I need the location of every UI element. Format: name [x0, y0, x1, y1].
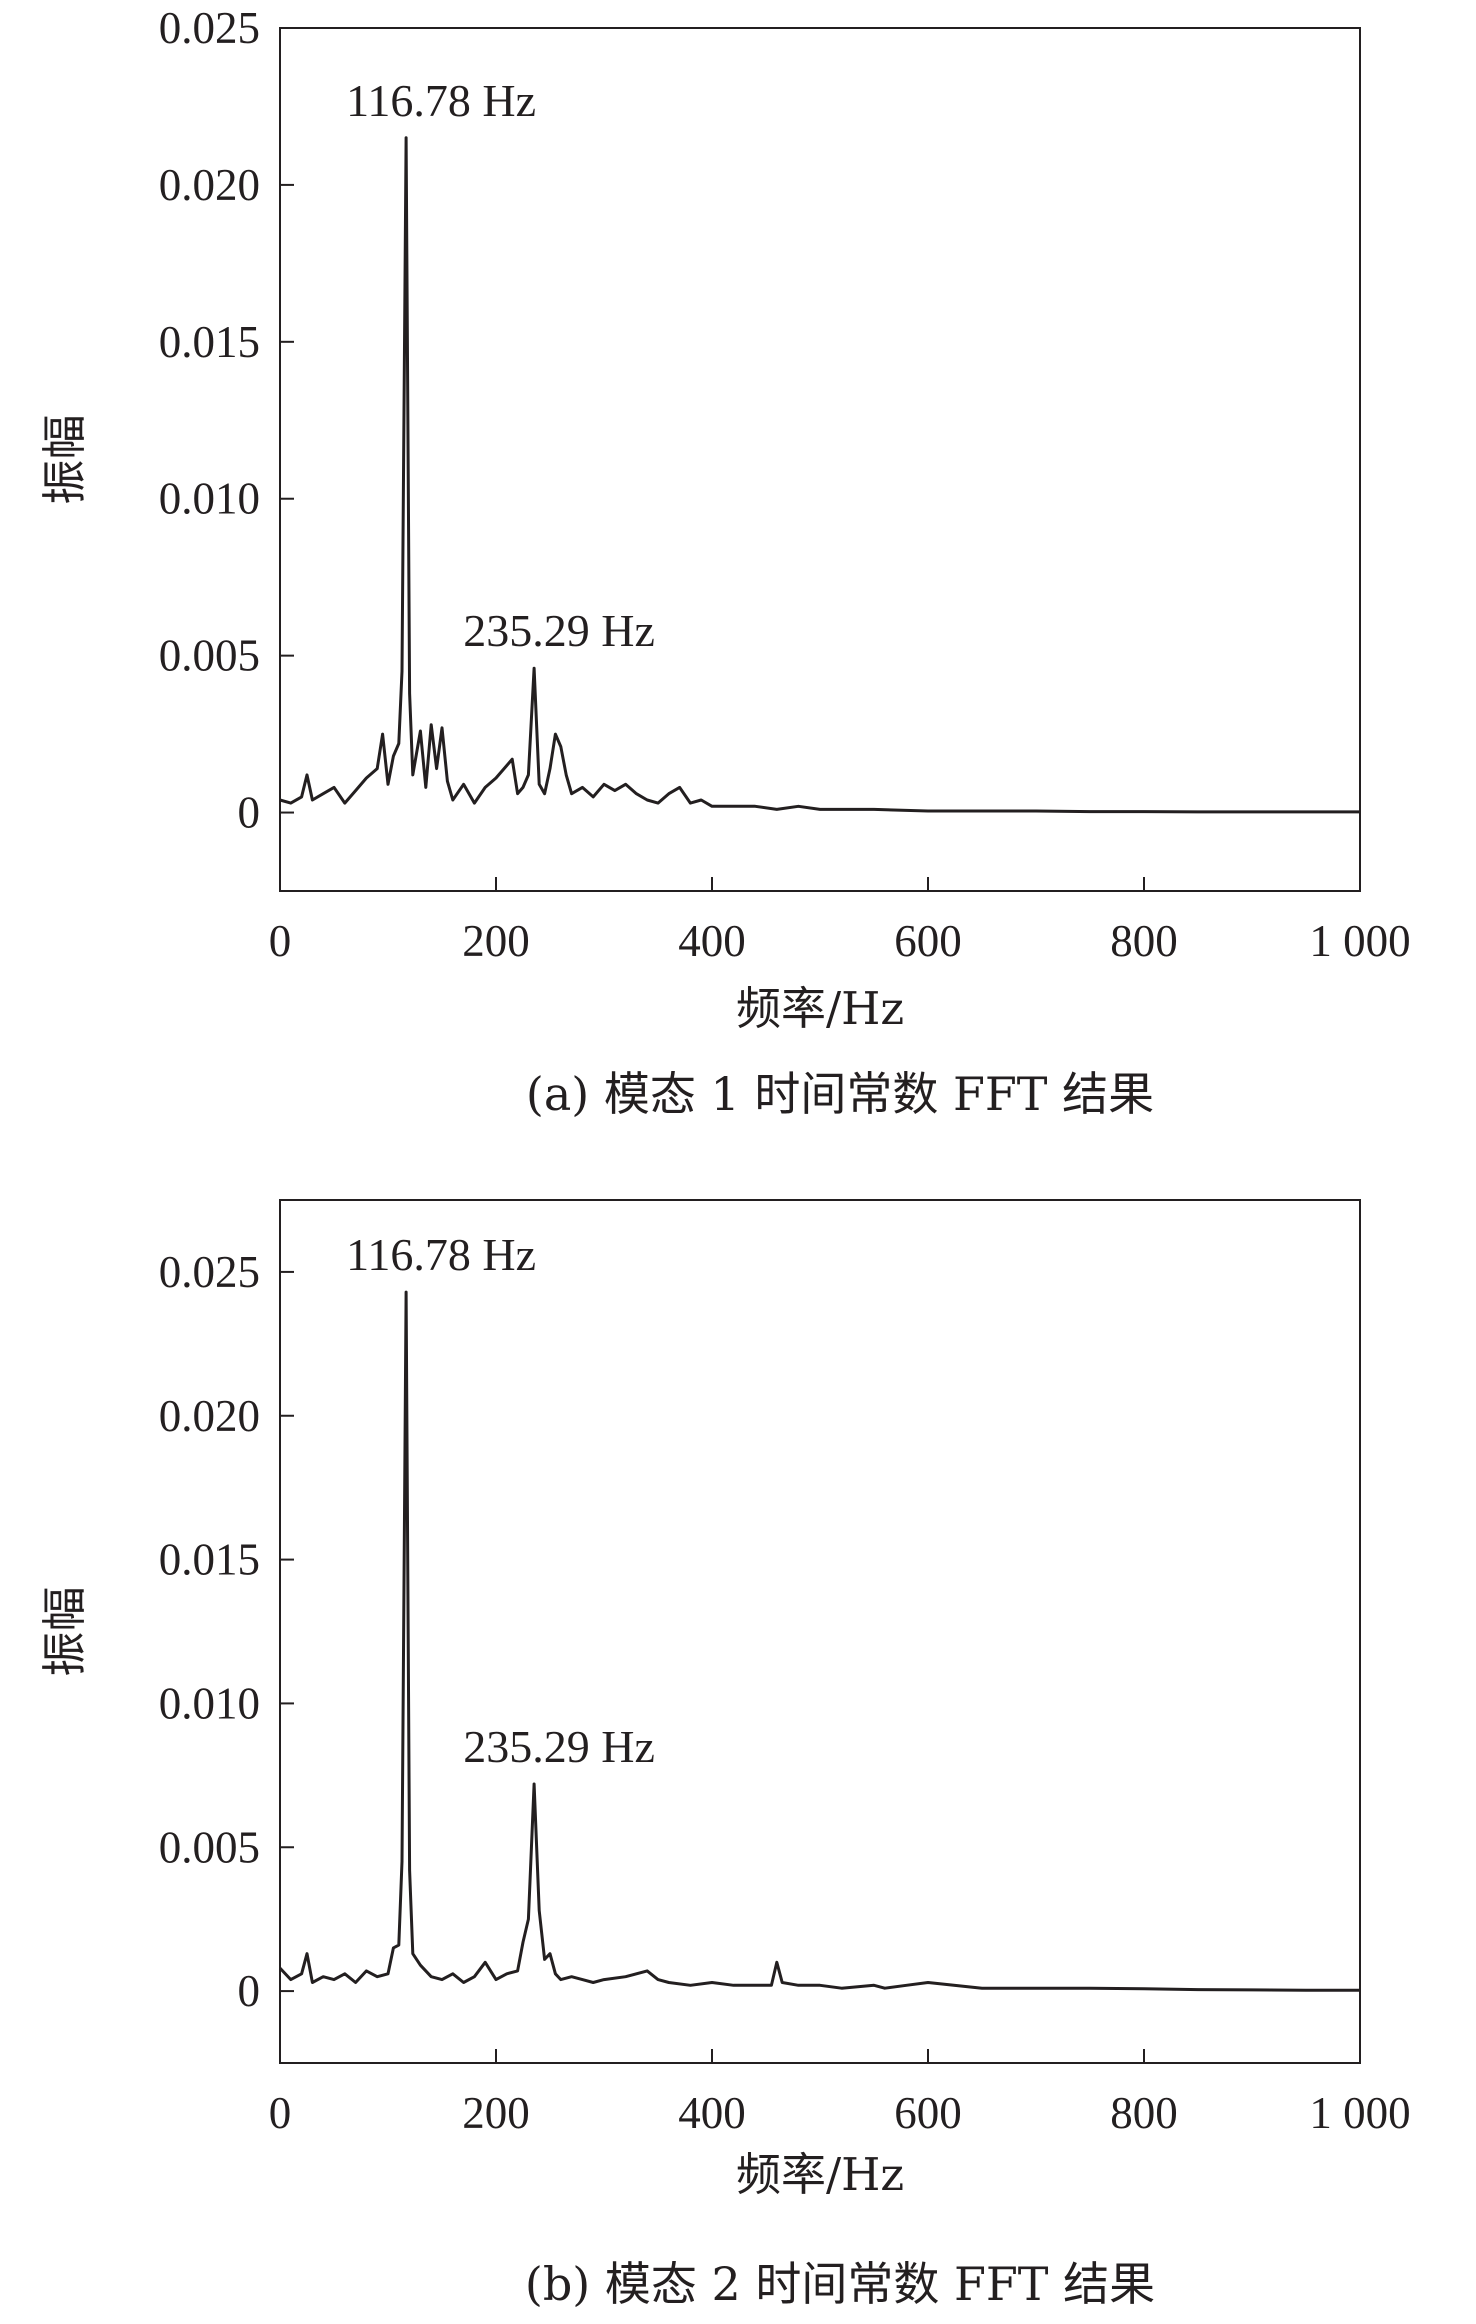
x-tick-label: 800 [1110, 2088, 1178, 2138]
x-tick-label: 400 [678, 2088, 746, 2138]
y-tick-label: 0.005 [159, 631, 260, 681]
x-tick-label: 200 [462, 916, 530, 966]
y-tick-label: 0.020 [159, 1391, 260, 1441]
y-tick-label: 0.010 [159, 1678, 260, 1728]
y-axis-label: 振幅 [38, 414, 91, 504]
subfigure-caption-b: (b) 模态 2 时间常数 FFT 结果 [525, 2257, 1155, 2311]
x-tick-label: 800 [1110, 916, 1178, 966]
subfigure-caption-a: (a) 模态 1 时间常数 FFT 结果 [526, 1067, 1154, 1121]
y-tick-label: 0 [238, 1966, 261, 2016]
y-tick-label: 0.015 [159, 317, 260, 367]
y-tick-label: 0.025 [159, 1247, 260, 1297]
peak-annotation: 116.78 Hz [346, 1229, 536, 1280]
x-tick-label: 400 [678, 916, 746, 966]
x-tick-label: 1 000 [1309, 2088, 1410, 2138]
x-tick-label: 0 [269, 916, 292, 966]
x-tick-label: 600 [894, 2088, 962, 2138]
series-line [278, 1290, 1360, 1992]
x-tick-label: 200 [462, 2088, 530, 2138]
plot-frame [279, 27, 1361, 892]
peak-annotation: 235.29 Hz [463, 605, 655, 656]
peak-annotation: 116.78 Hz [346, 75, 536, 126]
x-tick-label: 600 [894, 916, 962, 966]
peak-annotation: 235.29 Hz [463, 1721, 655, 1772]
y-tick-label: 0.015 [159, 1535, 260, 1585]
chart-mode-2: 0 200 400 600 800 1 000 0 0.005 0.010 0.015 0.020 0… [38, 1199, 1411, 2311]
x-tick-label: 1 000 [1309, 916, 1410, 966]
y-tick-label: 0 [238, 788, 261, 838]
chart-mode-1: 0 200 400 600 800 1 000 0 0.005 0.010 0.015 0.020 0… [38, 3, 1411, 1121]
plot-frame [279, 1199, 1361, 2064]
y-tick-label: 0.010 [159, 474, 260, 524]
x-tick-label: 0 [269, 2088, 292, 2138]
y-axis-label: 振幅 [38, 1586, 91, 1676]
y-tick-label: 0.020 [159, 160, 260, 210]
y-tick-label: 0.025 [159, 3, 260, 53]
x-axis-label: 频率/Hz [736, 982, 904, 1035]
y-tick-label: 0.005 [159, 1822, 260, 1872]
series-line [279, 136, 1360, 814]
x-axis-label: 频率/Hz [736, 2148, 904, 2201]
